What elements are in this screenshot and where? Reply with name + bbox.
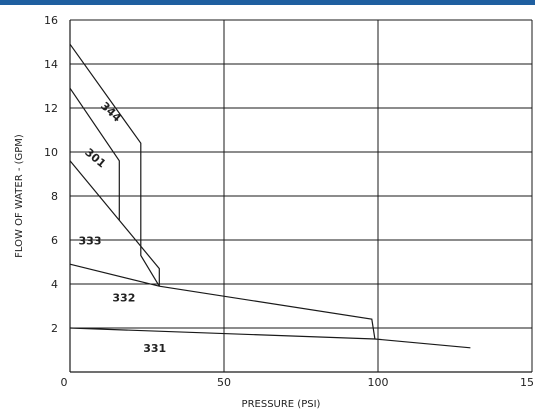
region-label-332: 332 — [112, 292, 135, 305]
region-label-344: 344 — [98, 99, 124, 124]
y-tick-label: 2 — [51, 322, 58, 335]
x-tick-label: 100 — [368, 376, 389, 389]
x-tick-label: 15 — [520, 376, 534, 389]
x-tick-label: 0 — [61, 376, 68, 389]
y-tick-label: 8 — [51, 190, 58, 203]
region-label-333: 333 — [79, 234, 102, 247]
region-label-331: 331 — [143, 342, 166, 355]
series-line-333 — [69, 160, 160, 287]
top-accent-bar — [0, 0, 535, 5]
y-tick-label: 4 — [51, 278, 58, 291]
series-line-344 — [69, 43, 160, 287]
series-line-332 — [69, 263, 376, 340]
x-axis-label: PRESSURE (PSI) — [242, 399, 321, 410]
series-line-301 — [69, 87, 120, 221]
region-label-301: 301 — [82, 146, 108, 171]
y-tick-label: 10 — [44, 146, 58, 159]
y-tick-label: 6 — [51, 234, 58, 247]
y-tick-label: 16 — [44, 14, 58, 27]
y-axis-label: FLOW OF WATER - (GPM) — [14, 134, 25, 258]
y-tick-label: 14 — [44, 58, 58, 71]
series-line-331 — [69, 327, 471, 349]
x-tick-label: 50 — [217, 376, 231, 389]
y-tick-label: 12 — [44, 102, 58, 115]
